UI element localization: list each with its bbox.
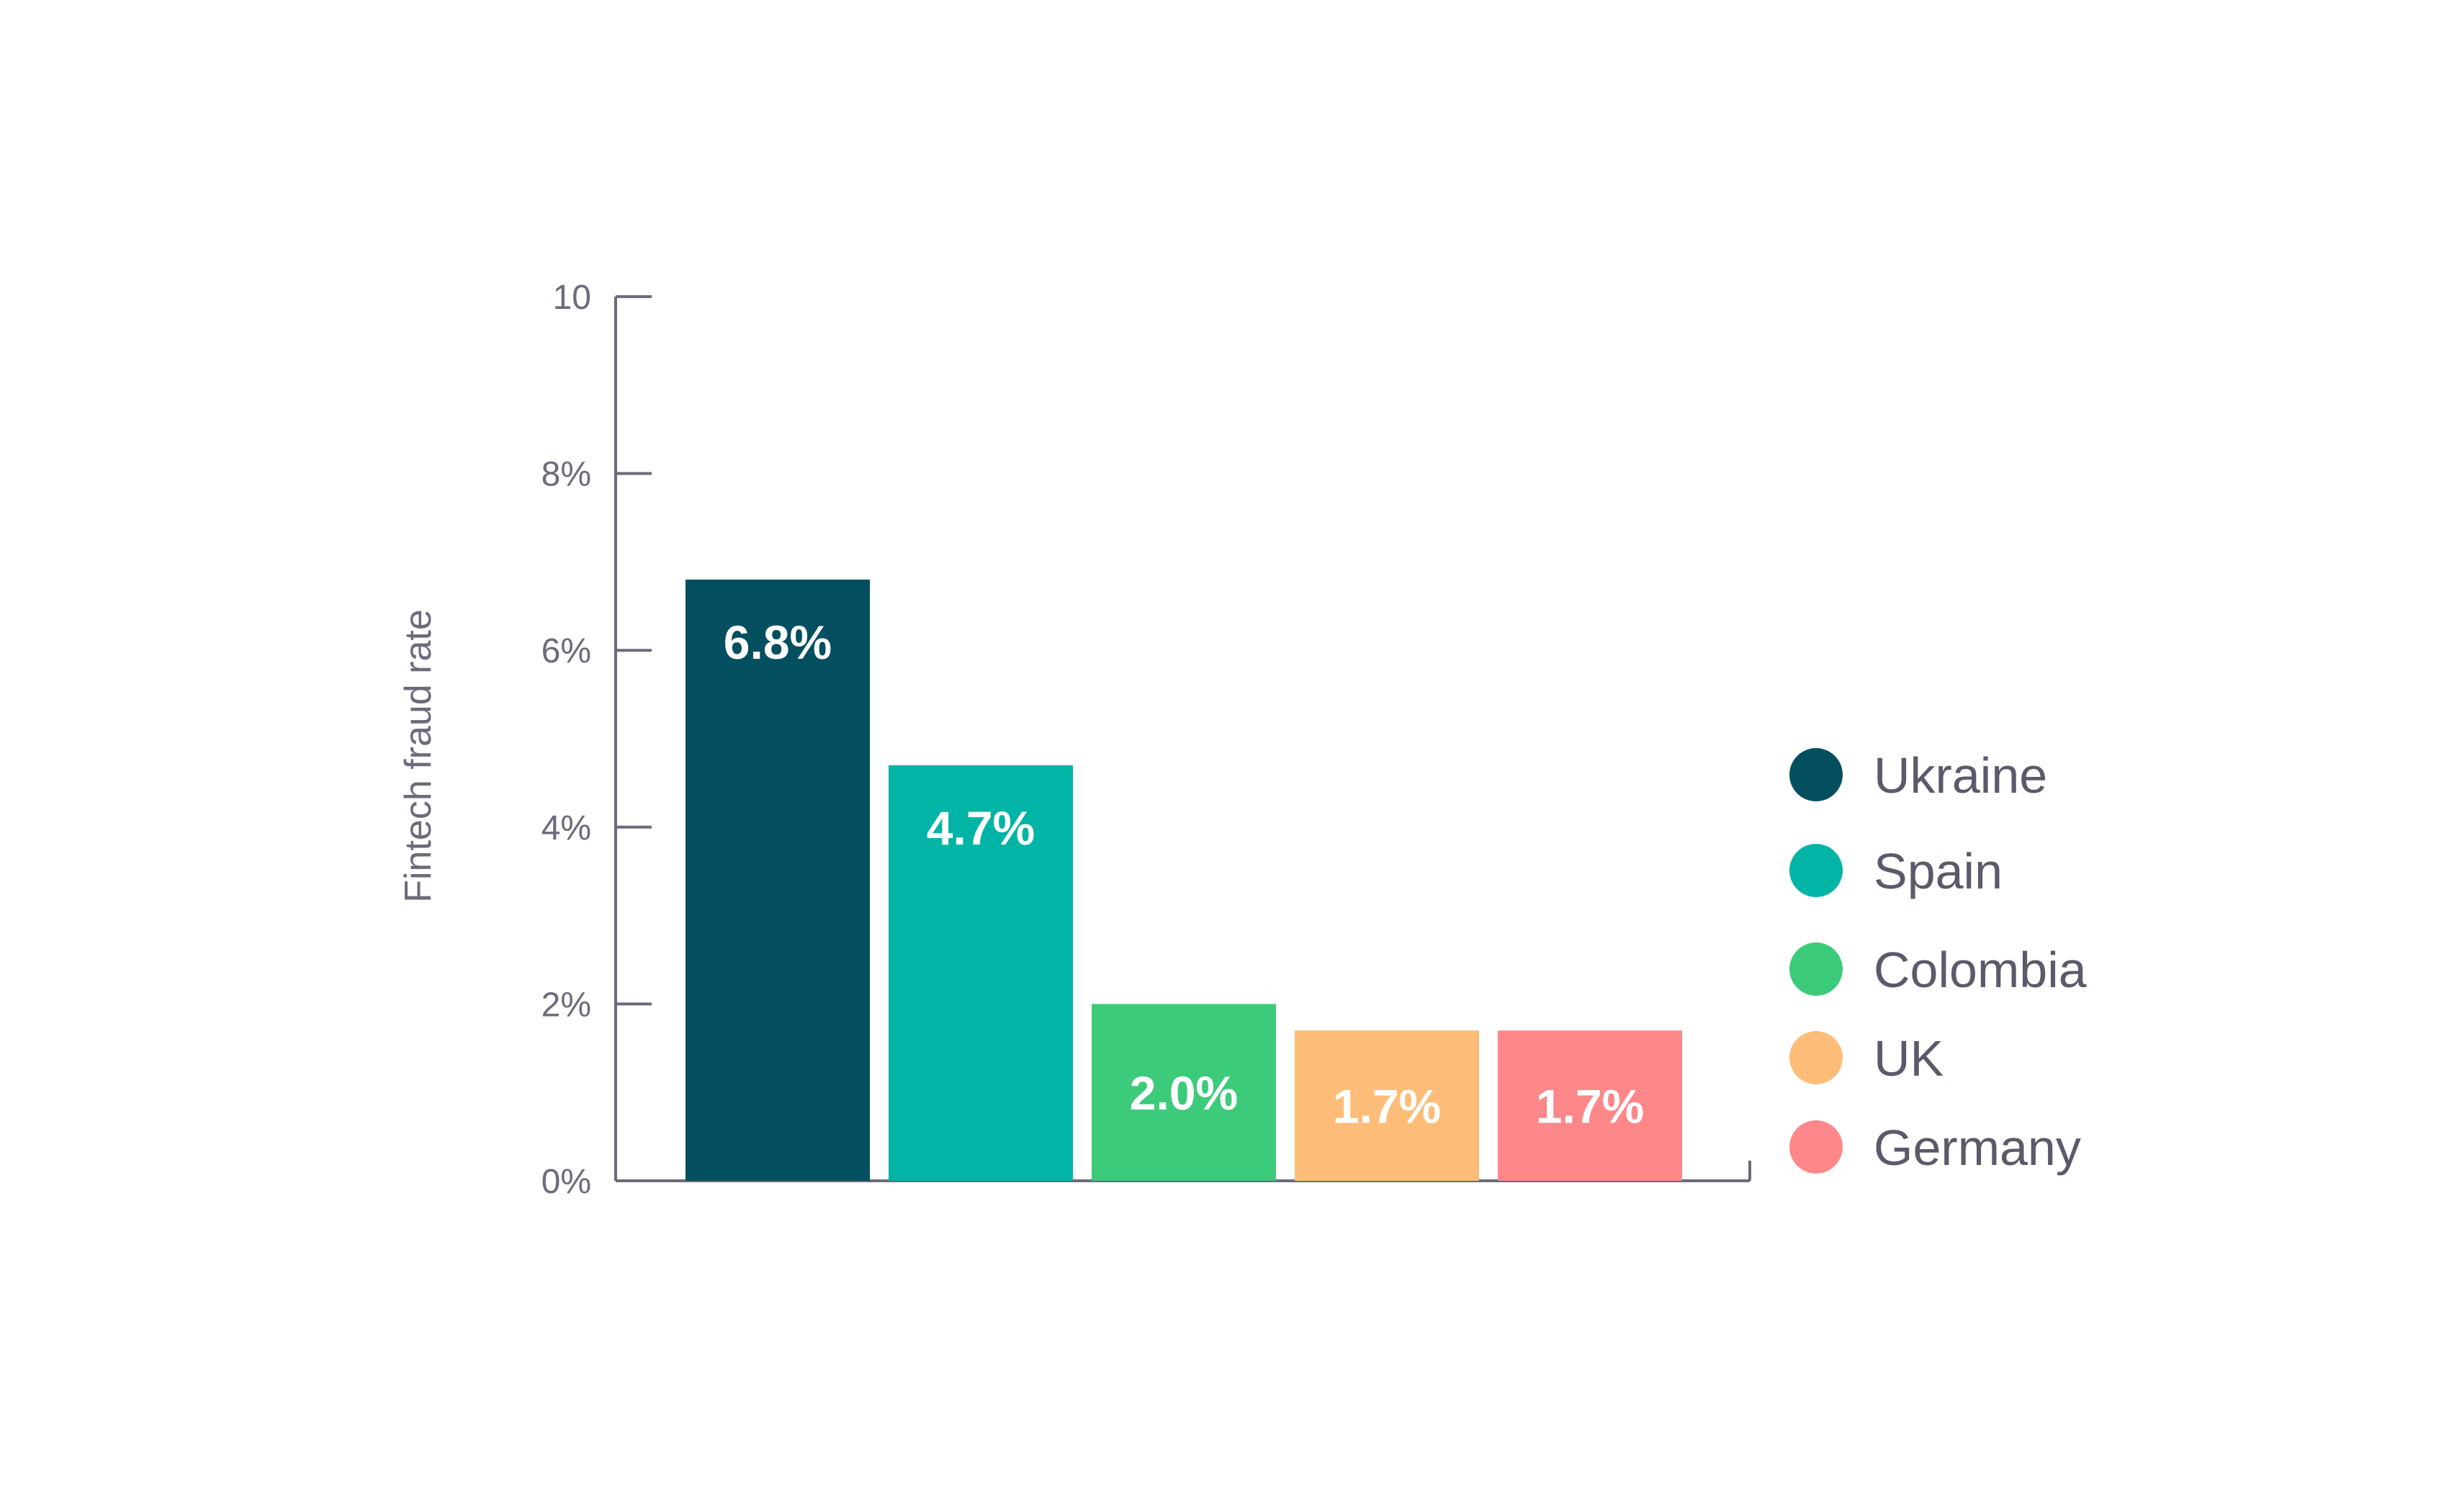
bar-value-label: 1.7% — [1536, 1080, 1644, 1133]
bar-value-label: 2.0% — [1130, 1066, 1238, 1120]
y-tick-label: 10 — [553, 279, 591, 317]
bar-spain — [889, 765, 1073, 1181]
legend-label-colombia: Colombia — [1874, 942, 2087, 998]
legend: Ukraine Spain Colombia UK Germany — [1789, 747, 2087, 1176]
legend-swatch-spain — [1789, 844, 1843, 897]
legend-label-germany: Germany — [1874, 1120, 2081, 1176]
legend-label-spain: Spain — [1874, 843, 2003, 899]
y-tick-label: 4% — [542, 809, 591, 847]
bar-uk — [1295, 1030, 1479, 1181]
legend-label-uk: UK — [1874, 1030, 1944, 1086]
y-tick-label: 8% — [542, 456, 591, 494]
legend-swatch-uk — [1789, 1031, 1843, 1084]
bar-value-label: 1.7% — [1333, 1080, 1441, 1133]
y-tick-label: 0% — [542, 1163, 591, 1201]
legend-label-ukraine: Ukraine — [1874, 747, 2047, 804]
legend-swatch-ukraine — [1789, 748, 1843, 801]
axes: 0% 2% 4% 6% 8% 10 Fintech fraud rate — [397, 279, 1751, 1201]
legend-swatch-germany — [1789, 1120, 1843, 1174]
bar-ukraine — [686, 579, 870, 1181]
y-tick-label: 2% — [542, 986, 591, 1024]
bars: 6.8% 4.7% 2.0% 1.7% 1.7% — [686, 579, 1682, 1181]
y-axis-title: Fintech fraud rate — [397, 609, 439, 903]
bar-value-label: 6.8% — [724, 616, 832, 669]
legend-swatch-colombia — [1789, 942, 1843, 996]
y-tick-label: 6% — [542, 632, 591, 670]
bar-germany — [1498, 1030, 1682, 1181]
bar-value-label: 4.7% — [927, 801, 1035, 855]
bar-colombia — [1092, 1004, 1276, 1181]
